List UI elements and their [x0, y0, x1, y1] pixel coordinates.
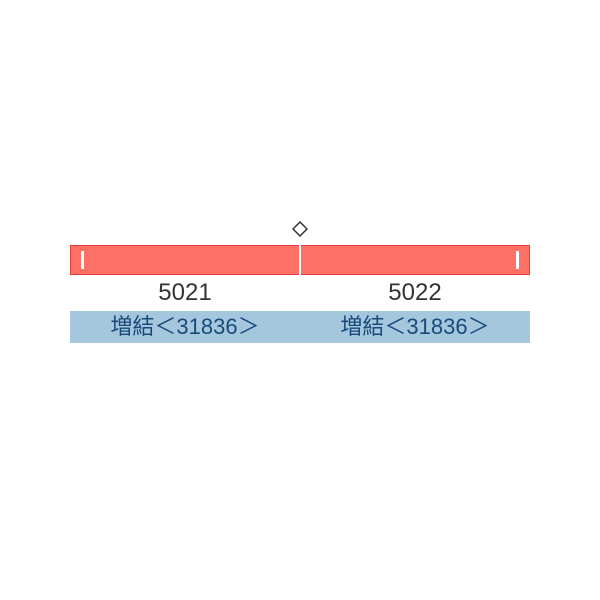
door-mark: [516, 251, 519, 269]
train-bar: [70, 245, 530, 275]
pantograph-icon: [292, 221, 308, 237]
car-number-row: 5021 5022: [70, 279, 530, 307]
set-code-row: 増結＜31836＞ 増結＜31836＞: [70, 311, 530, 343]
car-number: 5022: [300, 279, 530, 307]
car-left: [70, 245, 299, 275]
car-number: 5021: [70, 279, 300, 307]
car-right: [301, 245, 530, 275]
set-code: 増結＜31836＞: [300, 311, 530, 343]
train-formation-diagram: 5021 5022 増結＜31836＞ 増結＜31836＞: [70, 245, 530, 343]
door-mark: [81, 251, 84, 269]
set-code: 増結＜31836＞: [70, 311, 300, 343]
